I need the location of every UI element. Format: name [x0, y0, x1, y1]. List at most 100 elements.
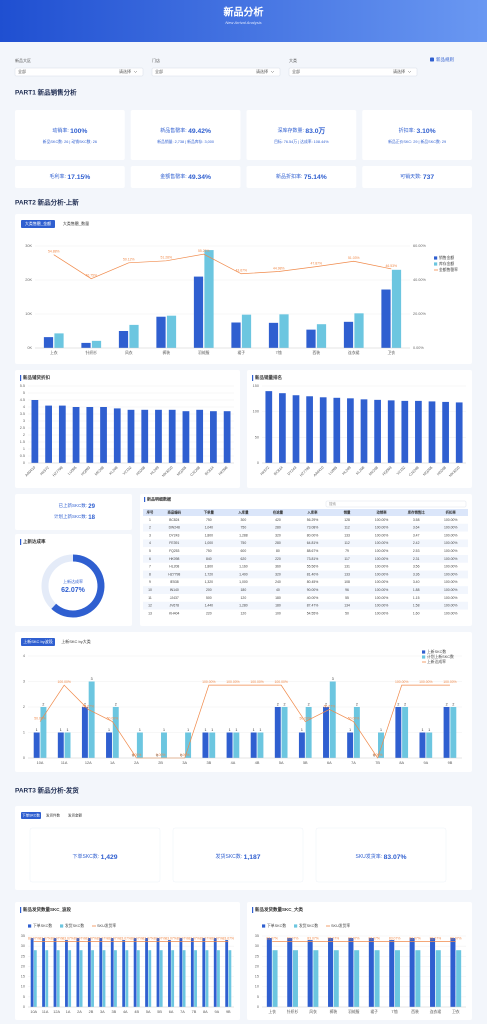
tab-active[interactable]	[21, 638, 55, 646]
bar-label: 1	[253, 728, 255, 732]
kpi: 毛利率: 17.15%	[50, 173, 91, 180]
bar	[401, 400, 409, 463]
bar	[319, 397, 327, 463]
table-cell: FE391	[169, 541, 179, 545]
bar	[347, 398, 354, 463]
filter-select[interactable]	[14, 67, 144, 77]
bar-label: 1	[139, 728, 141, 732]
bar	[56, 950, 60, 1007]
tab[interactable]: 大类售罄_数量	[63, 220, 89, 226]
search-box[interactable]	[325, 500, 467, 508]
bar	[368, 938, 374, 1007]
table-cell: 8	[149, 572, 151, 576]
bar	[91, 340, 102, 348]
tab[interactable]: 发货金额	[68, 812, 82, 817]
table-cell: 79	[345, 549, 349, 553]
kpi-value: 75.14%	[304, 174, 327, 181]
data-label: 100.00%	[226, 680, 239, 684]
tab[interactable]: 上新SKC by波段	[23, 638, 53, 644]
table-title: 新品明细数据	[147, 496, 171, 502]
kpi-label: 下单SKC数:	[73, 853, 101, 860]
filter-label: 新品大区	[15, 57, 31, 63]
filter-action: 请选择	[256, 68, 268, 74]
bar	[196, 409, 204, 463]
kpi-sub: 新品SKC数: 26 | 动销SKC数: 26	[43, 139, 97, 144]
table-header: 入库率	[306, 509, 318, 514]
bar-label: 1	[36, 728, 38, 732]
bar	[168, 940, 171, 1007]
filter-value: 全部	[155, 68, 163, 74]
table-cell: 1.88	[413, 588, 420, 592]
filter-select[interactable]	[288, 67, 418, 77]
bar	[274, 707, 281, 758]
table-cell: 3	[149, 533, 151, 537]
table-row-bg	[143, 523, 468, 532]
panel	[362, 110, 472, 160]
kpi: 深库存数量: 83.0万	[278, 127, 326, 135]
table-cell: 5	[149, 549, 151, 553]
bar-label: 0	[180, 753, 182, 757]
bar-label: 1	[67, 728, 69, 732]
tick-label: 30K	[25, 244, 32, 248]
legend-label: 上新达成率	[427, 659, 446, 664]
tick-label: 0	[23, 1005, 25, 1009]
data-label: 50.00%	[107, 716, 119, 720]
x-tick-label: 5B	[303, 761, 308, 765]
table-cell: 100.00%	[375, 604, 388, 608]
x-tick-label: 裙子	[370, 1009, 378, 1014]
table-header: 在途量	[273, 509, 284, 514]
tick-label: 25	[21, 954, 25, 958]
tab-active[interactable]	[21, 220, 55, 228]
legend-label: SKU发货率	[331, 923, 350, 928]
legend-label: SKU发货率	[97, 923, 116, 928]
chart-title: 新品发货数量SKC_大类	[255, 906, 304, 913]
bar	[402, 707, 409, 758]
data-label: 50.00%	[34, 716, 46, 720]
bar	[328, 938, 334, 1007]
bar	[86, 407, 94, 463]
donut-arc	[51, 554, 105, 618]
section-heading: PART3 新品分析-发货	[15, 786, 79, 795]
x-tick-label: 8A	[203, 1010, 208, 1014]
x-tick-label: 2A	[134, 761, 139, 765]
tab[interactable]: 上新SKC by大类	[61, 638, 91, 644]
tick-label: 25	[255, 954, 259, 958]
data-label: 83.07%	[51, 936, 63, 940]
bar	[223, 411, 231, 463]
bar	[182, 950, 186, 1007]
bar-label: 1	[349, 728, 351, 732]
tab[interactable]: 大类售罄_金额	[25, 220, 51, 226]
table-cell: BC824	[169, 518, 179, 522]
table-cell: 100.00%	[375, 588, 388, 592]
filter-value: 全部	[18, 68, 26, 74]
kpi-value: 49.42%	[188, 128, 211, 135]
bar-label: 1	[108, 728, 110, 732]
data-label: 100.00%	[274, 680, 287, 684]
legend-swatch	[434, 256, 438, 260]
legend-swatch	[262, 924, 266, 928]
bar	[100, 407, 107, 463]
table-cell: 750	[241, 541, 247, 545]
bar	[145, 938, 148, 1007]
section-heading: PART1 新品销售分析	[15, 88, 77, 97]
x-tick-label: 西装	[411, 1009, 419, 1014]
tick-label: 4	[23, 405, 25, 409]
data-label: 0.00%	[132, 753, 142, 757]
table-cell: FQ253	[169, 549, 179, 553]
filter-action: 请选择	[393, 68, 405, 74]
table-cell: IN140	[170, 588, 179, 592]
tab[interactable]: 发货件数	[46, 812, 60, 817]
table-cell: 117	[344, 557, 350, 561]
bar-label: 1	[380, 728, 382, 732]
tick-label: 5	[257, 995, 259, 999]
kpi-label: 金额售罄率:	[160, 173, 188, 180]
rule-button[interactable]: 新品规则	[436, 56, 454, 63]
x-tick-label: 3B	[207, 761, 212, 765]
kpi-sub: 新品正价SKC: 29 | 新品SKC数: 29	[388, 139, 446, 144]
kpi-label: 可销天数:	[400, 173, 423, 180]
tab-active[interactable]	[21, 812, 41, 819]
table-cell: 750	[241, 526, 247, 530]
bar	[204, 250, 214, 348]
filter-select[interactable]	[151, 67, 281, 77]
tab[interactable]: 下单SKC数	[22, 812, 40, 817]
